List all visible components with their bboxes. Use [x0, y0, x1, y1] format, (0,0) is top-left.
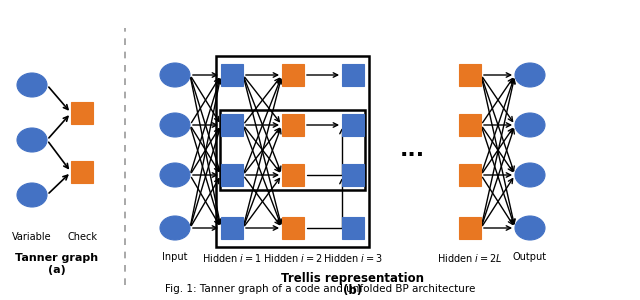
Ellipse shape — [515, 163, 545, 187]
Text: Hidden $i = 1$: Hidden $i = 1$ — [202, 252, 262, 264]
Text: Fig. 1: Tanner graph of a code and unfolded BP architecture: Fig. 1: Tanner graph of a code and unfol… — [165, 284, 475, 294]
Bar — [71, 102, 93, 124]
Ellipse shape — [515, 113, 545, 137]
Text: ...: ... — [399, 140, 424, 160]
Ellipse shape — [160, 63, 190, 87]
Bar — [342, 64, 364, 86]
Bar — [221, 64, 243, 86]
Ellipse shape — [160, 163, 190, 187]
Ellipse shape — [515, 216, 545, 240]
Bar — [282, 114, 304, 136]
Bar — [342, 164, 364, 186]
Bar — [282, 164, 304, 186]
Ellipse shape — [160, 216, 190, 240]
Ellipse shape — [17, 73, 47, 97]
Text: Tanner graph: Tanner graph — [15, 253, 99, 263]
Bar — [71, 161, 93, 183]
Bar — [221, 114, 243, 136]
Text: Hidden $i = 2L$: Hidden $i = 2L$ — [437, 252, 502, 264]
Bar — [220, 110, 365, 190]
Ellipse shape — [515, 63, 545, 87]
Ellipse shape — [160, 113, 190, 137]
Text: Hidden $i = 3$: Hidden $i = 3$ — [323, 252, 383, 264]
Ellipse shape — [17, 128, 47, 152]
Bar — [342, 114, 364, 136]
Bar — [216, 56, 369, 247]
Bar — [459, 114, 481, 136]
Text: (b): (b) — [343, 284, 362, 297]
Bar — [342, 217, 364, 239]
Bar — [459, 164, 481, 186]
Bar — [282, 217, 304, 239]
Bar — [221, 217, 243, 239]
Text: Hidden $i = 2$: Hidden $i = 2$ — [263, 252, 323, 264]
Text: Trellis representation: Trellis representation — [281, 272, 424, 285]
Bar — [459, 64, 481, 86]
Ellipse shape — [17, 183, 47, 207]
Text: Variable: Variable — [12, 232, 52, 242]
Bar — [282, 64, 304, 86]
Bar — [221, 164, 243, 186]
Text: Input: Input — [163, 252, 188, 262]
Text: Check: Check — [67, 232, 97, 242]
Bar — [459, 217, 481, 239]
Text: Output: Output — [513, 252, 547, 262]
Text: (a): (a) — [48, 265, 66, 275]
